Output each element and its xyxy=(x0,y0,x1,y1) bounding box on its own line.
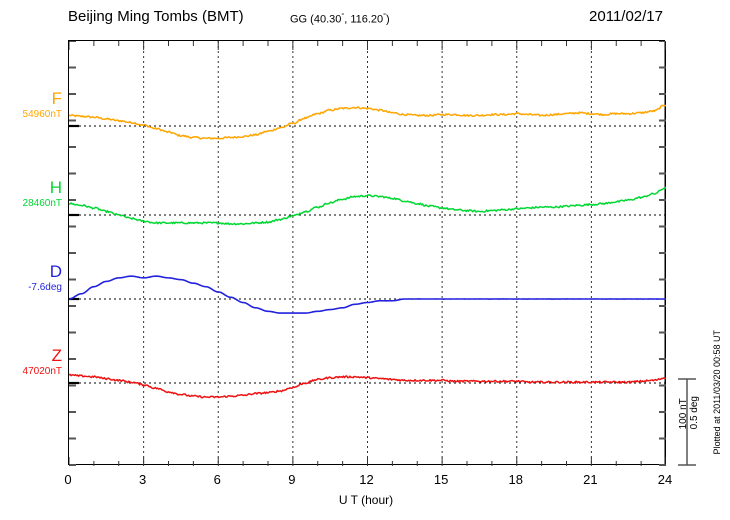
geo-suffix: ) xyxy=(385,13,390,26)
component-symbol-H: H xyxy=(49,178,62,197)
degree-symbol-lon: ° xyxy=(383,13,386,20)
x-tick-label-0: 0 xyxy=(64,472,72,487)
component-label-F: F 54960nT xyxy=(2,89,62,121)
component-label-D: D -7.6deg xyxy=(2,262,62,294)
scale-bar-nt: 100 nT xyxy=(678,398,689,430)
geo-latitude: 40.30 xyxy=(313,13,342,26)
scale-bar-graphic xyxy=(678,378,696,466)
observation-date: 2011/02/17 xyxy=(589,8,663,25)
x-tick-label-15: 15 xyxy=(433,472,449,487)
x-axis-title: U T (hour) xyxy=(338,493,394,507)
geographic-coordinates: GG (40.30°, 116.20°) xyxy=(290,13,390,26)
component-baseline-value-H: 28460nT xyxy=(22,198,62,209)
x-tick-label-3: 3 xyxy=(139,472,147,487)
plotted-timestamp: Plotted at 2011/03/20 00:58 UT xyxy=(712,330,722,455)
magnetogram-plot xyxy=(69,41,666,466)
component-symbol-Z: Z xyxy=(51,346,62,365)
station-title: Beijing Ming Tombs (BMT) xyxy=(68,8,244,25)
x-tick-label-24: 24 xyxy=(657,472,673,487)
x-tick-label-21: 21 xyxy=(583,472,598,487)
x-tick-label-6: 6 xyxy=(213,472,221,487)
trace-Z xyxy=(69,373,666,399)
plot-frame xyxy=(68,40,666,466)
scale-bar xyxy=(676,378,698,466)
component-label-Z: Z 47020nT xyxy=(2,346,62,378)
trace-H xyxy=(69,186,666,226)
geo-longitude: 116.20 xyxy=(350,13,384,26)
x-tick-label-9: 9 xyxy=(288,472,296,487)
x-tick-label-18: 18 xyxy=(508,472,523,487)
trace-D xyxy=(69,275,666,314)
scale-bar-deg: 0.5 deg xyxy=(689,396,700,430)
component-symbol-D: D xyxy=(49,262,62,281)
degree-symbol-lat: ° xyxy=(341,13,345,20)
geo-separator: , xyxy=(344,13,351,26)
scale-bar-label: 100 nT 0.5 deg xyxy=(678,396,700,429)
component-baseline-value-Z: 47020nT xyxy=(22,366,62,377)
component-baseline-value-D: -7.6deg xyxy=(28,282,62,293)
component-symbol-F: F xyxy=(51,89,62,108)
trace-F xyxy=(69,104,666,140)
component-label-H: H 28460nT xyxy=(2,178,62,210)
component-baseline-value-F: 54960nT xyxy=(22,109,62,120)
x-tick-label-12: 12 xyxy=(359,472,374,487)
geo-prefix: GG ( xyxy=(290,13,314,26)
